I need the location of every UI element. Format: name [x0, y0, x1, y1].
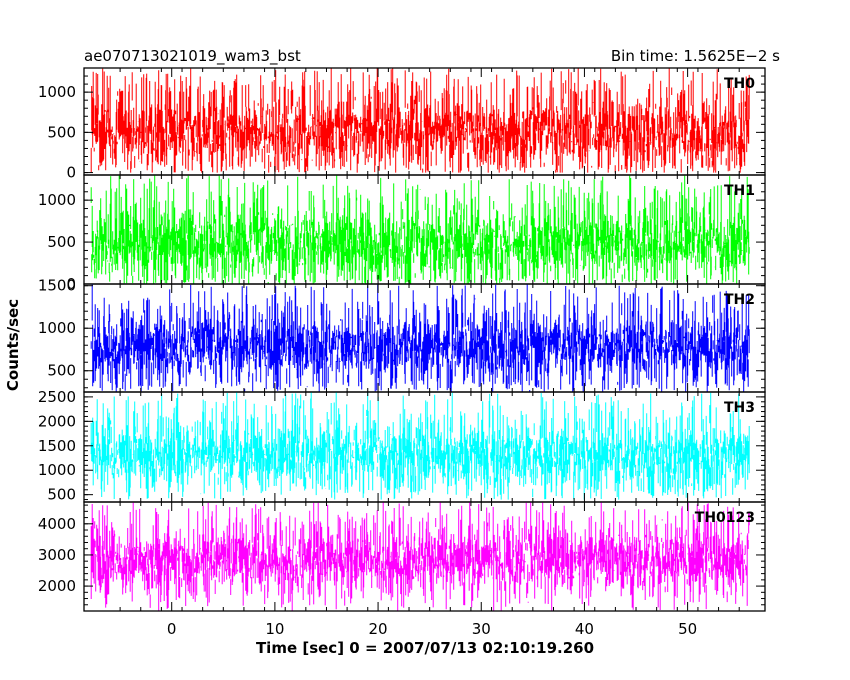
y-tick-label: 500 — [47, 123, 76, 141]
y-tick-label: 500 — [47, 486, 76, 504]
y-tick-label: 2500 — [38, 388, 76, 406]
panel-th2: 500 1000 1500 TH2 — [38, 277, 766, 393]
y-tick-label: 2000 — [38, 412, 76, 430]
y-axis-title: Counts/sec — [4, 299, 22, 391]
panel-label-th2: TH2 — [724, 292, 755, 308]
bin-time-label: Bin time: 1.5625E−2 s — [611, 47, 780, 65]
panel-th3: 500 1000 1500 2000 2500 TH3 — [38, 388, 766, 504]
y-tick-label: 0 — [66, 275, 76, 293]
y-tick-label: 4000 — [38, 515, 76, 533]
series-line-th3 — [90, 392, 750, 500]
panels-group: 0 500 1000 TH0 0 500 1000 TH1 500 1000 1500 TH2 500 1… — [38, 67, 766, 612]
y-tick-label: 1000 — [38, 319, 76, 337]
series-line-th0123 — [90, 502, 750, 611]
x-tick-label: 30 — [472, 620, 491, 638]
panel-label-th3: TH3 — [724, 400, 755, 416]
panel-label-th1: TH1 — [724, 183, 755, 199]
y-tick-label: 1500 — [38, 277, 76, 295]
x-tick-label: 50 — [678, 620, 697, 638]
panel-frame — [83, 501, 766, 612]
series-line-th2 — [90, 284, 750, 392]
y-tick-label: 500 — [47, 233, 76, 251]
x-tick-label: 10 — [265, 620, 284, 638]
x-tick-label: 0 — [167, 620, 177, 638]
y-tick-label: 1500 — [38, 437, 76, 455]
series-line-th0 — [90, 68, 750, 173]
y-tick-label: 0 — [66, 164, 76, 182]
x-axis-title: Time [sec] 0 = 2007/07/13 02:10:19.260 — [256, 639, 594, 657]
x-tick-label: 40 — [575, 620, 594, 638]
panel-th0: 0 500 1000 TH0 — [38, 67, 766, 182]
y-tick-label: 1000 — [38, 83, 76, 101]
series-line-th1 — [90, 175, 750, 284]
panel-th1: 0 500 1000 TH1 — [38, 174, 766, 293]
panel-label-th0123: TH0123 — [695, 510, 755, 526]
x-tick-label: 20 — [369, 620, 388, 638]
y-tick-label: 1000 — [38, 191, 76, 209]
panel-label-th0: TH0 — [724, 76, 755, 92]
x-axis: 0 10 20 30 40 50 — [167, 620, 697, 638]
y-tick-label: 1000 — [38, 461, 76, 479]
y-tick-label: 2000 — [38, 577, 76, 595]
y-tick-label: 500 — [47, 362, 76, 380]
y-tick-label: 3000 — [38, 546, 76, 564]
panel-th0123: 2000 3000 4000 TH0123 — [38, 501, 766, 612]
plot-title: ae070713021019_wam3_bst — [84, 47, 301, 66]
